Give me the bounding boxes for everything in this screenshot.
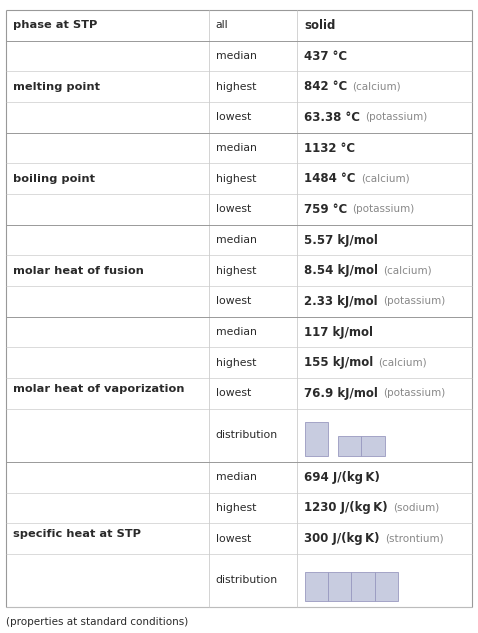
Text: distribution: distribution (216, 575, 278, 586)
Text: (potassium): (potassium) (365, 112, 427, 122)
Bar (304, 572, 328, 601)
Text: molar heat of fusion: molar heat of fusion (13, 266, 144, 276)
Text: 300 J/(kg K): 300 J/(kg K) (304, 532, 380, 545)
Text: 1230 J/(kg K): 1230 J/(kg K) (304, 501, 388, 515)
Text: median: median (216, 235, 257, 245)
Text: (properties at standard conditions): (properties at standard conditions) (6, 617, 188, 627)
Text: (sodium): (sodium) (393, 503, 439, 513)
Text: lowest: lowest (216, 296, 251, 306)
Text: (calcium): (calcium) (379, 358, 427, 368)
Bar (338, 436, 361, 456)
Text: 1484 °C: 1484 °C (304, 172, 356, 185)
Text: lowest: lowest (216, 534, 251, 544)
Text: distribution: distribution (216, 430, 278, 441)
Text: highest: highest (216, 82, 256, 92)
Text: all: all (216, 20, 228, 30)
Text: lowest: lowest (216, 112, 251, 122)
Text: lowest: lowest (216, 389, 251, 398)
Text: lowest: lowest (216, 204, 251, 215)
Bar (361, 436, 385, 456)
Text: molar heat of vaporization: molar heat of vaporization (13, 384, 185, 394)
Text: (potassium): (potassium) (383, 296, 445, 306)
Text: median: median (216, 327, 257, 337)
Text: (calcium): (calcium) (383, 266, 432, 276)
Text: 76.9 kJ/mol: 76.9 kJ/mol (304, 387, 378, 400)
Bar (304, 422, 328, 456)
Text: (strontium): (strontium) (385, 534, 444, 544)
Text: highest: highest (216, 503, 256, 513)
Text: 437 °C: 437 °C (304, 49, 348, 63)
Text: highest: highest (216, 173, 256, 184)
Text: 1132 °C: 1132 °C (304, 142, 355, 154)
Text: highest: highest (216, 358, 256, 368)
Text: melting point: melting point (13, 82, 100, 92)
Text: phase at STP: phase at STP (13, 20, 98, 30)
Text: solid: solid (304, 19, 336, 32)
Bar (351, 572, 375, 601)
Text: 117 kJ/mol: 117 kJ/mol (304, 325, 373, 339)
Bar (375, 572, 398, 601)
Bar (328, 572, 351, 601)
Text: (calcium): (calcium) (361, 173, 409, 184)
Text: specific heat at STP: specific heat at STP (13, 529, 141, 539)
Text: 5.57 kJ/mol: 5.57 kJ/mol (304, 234, 378, 246)
Text: median: median (216, 51, 257, 61)
Text: 759 °C: 759 °C (304, 203, 348, 216)
Text: (potassium): (potassium) (352, 204, 415, 215)
Text: (calcium): (calcium) (352, 82, 401, 92)
Text: median: median (216, 472, 257, 482)
Text: 155 kJ/mol: 155 kJ/mol (304, 356, 373, 369)
Text: median: median (216, 143, 257, 153)
Text: 2.33 kJ/mol: 2.33 kJ/mol (304, 295, 378, 308)
Text: 63.38 °C: 63.38 °C (304, 111, 360, 124)
Text: boiling point: boiling point (13, 173, 95, 184)
Text: 694 J/(kg K): 694 J/(kg K) (304, 471, 380, 484)
Text: (potassium): (potassium) (383, 389, 445, 398)
Text: 8.54 kJ/mol: 8.54 kJ/mol (304, 264, 378, 277)
Text: highest: highest (216, 266, 256, 276)
Text: 842 °C: 842 °C (304, 80, 348, 93)
